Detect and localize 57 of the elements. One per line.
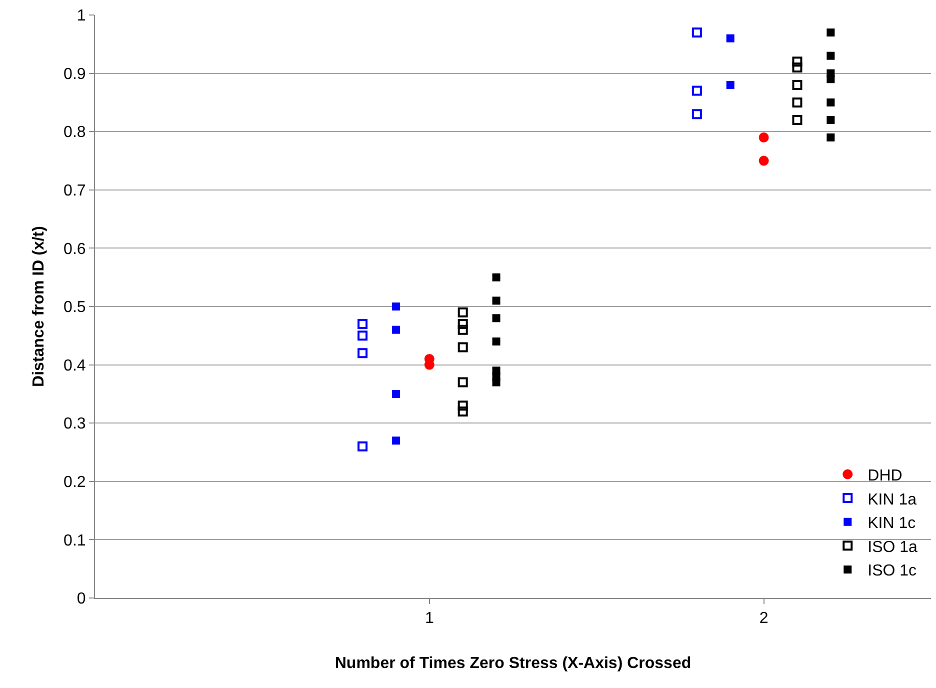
- point: [358, 318, 368, 329]
- y-axis-title: Distance from ID (x/t): [30, 226, 48, 387]
- legend-label: ISO 1a: [868, 538, 918, 556]
- point: [492, 314, 500, 322]
- y-tick-label: 0.1: [64, 532, 86, 550]
- point: [792, 56, 802, 67]
- point: [758, 156, 769, 166]
- point: [358, 330, 368, 341]
- point: [458, 377, 468, 388]
- point: [692, 109, 702, 120]
- point: [492, 273, 500, 282]
- point: [692, 27, 702, 38]
- y-tick-label: 0.7: [64, 182, 86, 200]
- x-tick-label: 2: [759, 610, 768, 628]
- point: [826, 133, 835, 142]
- point: [692, 86, 702, 96]
- point: [792, 114, 802, 125]
- point: [458, 400, 468, 411]
- legend-label: KIN 1c: [868, 515, 916, 532]
- y-tick-label: 0.9: [64, 66, 86, 83]
- point: [792, 97, 802, 108]
- point: [458, 406, 468, 416]
- y-tick-label: 0.4: [64, 357, 86, 374]
- point: [458, 324, 468, 335]
- point: [726, 34, 734, 42]
- point: [458, 342, 468, 352]
- point: [492, 296, 500, 305]
- point: [358, 441, 368, 452]
- point: [458, 318, 468, 329]
- y-tick-label: 0: [76, 590, 86, 608]
- point: [792, 62, 802, 72]
- point: [392, 390, 400, 398]
- y-tick-label: 0.3: [64, 416, 86, 433]
- point: [392, 436, 400, 445]
- point: [358, 348, 368, 358]
- point: [392, 326, 400, 334]
- y-tick-label: 0.6: [64, 240, 86, 258]
- point: [826, 28, 835, 36]
- y-tick-label: 0.8: [64, 124, 86, 142]
- point: [826, 75, 835, 84]
- point: [726, 80, 734, 89]
- point: [492, 337, 500, 346]
- point: [826, 52, 835, 60]
- point: [392, 302, 400, 310]
- legend-label: ISO 1c: [868, 562, 917, 580]
- x-axis-title: Number of Times Zero Stress (X-Axis) Crossed: [334, 654, 692, 672]
- point: [826, 98, 835, 106]
- point: [792, 80, 802, 90]
- point: [826, 116, 835, 124]
- legend-label: KIN 1a: [868, 491, 917, 508]
- point: [492, 378, 500, 386]
- legend-label: DHD: [868, 467, 902, 484]
- y-tick-label: 0.2: [64, 474, 86, 491]
- point: [458, 307, 468, 318]
- y-tick-label: 0.5: [64, 299, 86, 316]
- y-tick-label: 1: [76, 8, 86, 25]
- point: [758, 132, 769, 142]
